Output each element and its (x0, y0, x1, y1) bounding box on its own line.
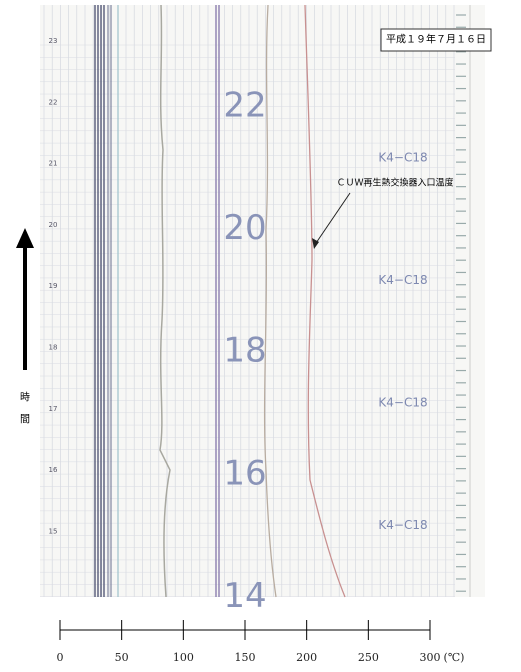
scale-label: 100 (173, 651, 194, 664)
tag: K4−C18 (378, 396, 427, 410)
margin-hour: 23 (49, 37, 58, 45)
hour-label: 18 (223, 331, 266, 371)
scale-label: 0 (57, 651, 64, 664)
margin-hour: 22 (49, 98, 58, 106)
y-label: 時 (20, 392, 30, 404)
margin-hour: 19 (49, 282, 58, 290)
margin-hour: 15 (49, 527, 58, 535)
scale-label: 150 (235, 651, 256, 664)
margin-hour: 18 (49, 344, 58, 352)
scale-label: 200 (296, 651, 317, 664)
hour-label: 14 (223, 576, 266, 616)
tag: K4−C18 (378, 273, 427, 287)
margin-hour: 20 (49, 221, 58, 229)
margin-hour: 21 (49, 160, 58, 168)
tag: K4−C18 (378, 518, 427, 532)
margin-hour: 16 (49, 466, 58, 474)
scale-unit: (℃) (444, 651, 465, 664)
hour-label: 16 (223, 453, 266, 493)
y-label: 間 (20, 414, 30, 426)
arrow-head (16, 228, 34, 248)
annotation: ＣＵＷ再生熱交換器入口温度 (336, 177, 453, 189)
scale-label: 250 (358, 651, 379, 664)
margin-hour: 17 (49, 405, 58, 413)
hour-label: 20 (223, 208, 266, 248)
tag: K4−C18 (378, 151, 427, 165)
scale-label: 300 (420, 651, 441, 664)
page: 平成１９年７月１６日 ＣＵＷ再生熱交換器入口温度 時 間 23 22 21 20 19 1… (0, 0, 521, 668)
scale-label: 50 (115, 651, 129, 664)
date: 平成１９年７月１６日 (386, 33, 486, 46)
hour-label: 22 (223, 86, 266, 126)
